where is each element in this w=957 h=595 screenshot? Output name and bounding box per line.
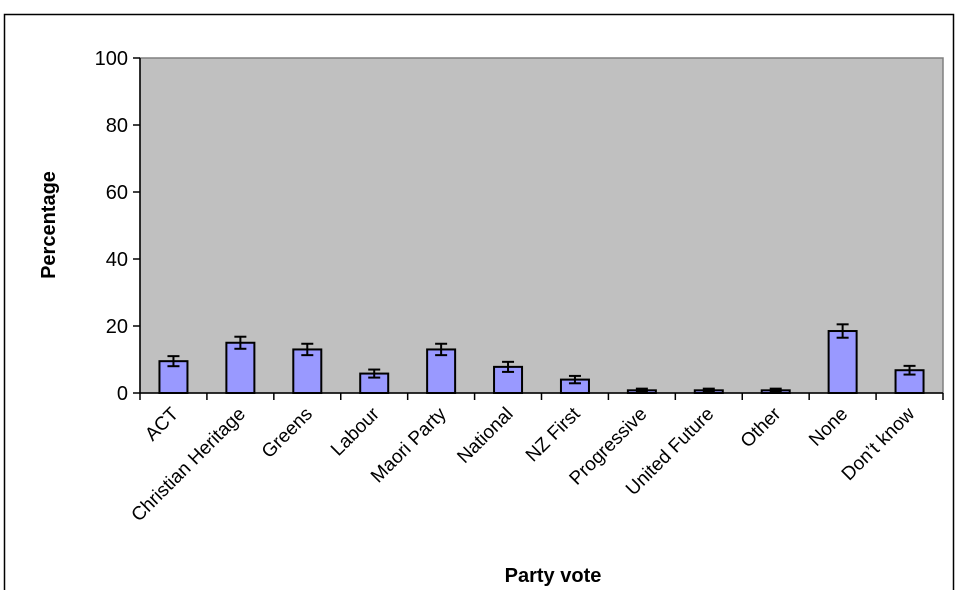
y-tick-label: 60 (106, 182, 128, 204)
x-tick-label-2: Greens (258, 404, 317, 463)
y-tick-label: 0 (117, 383, 128, 405)
error-bars-layer (167, 323, 916, 393)
y-tick-label: 20 (106, 316, 128, 338)
x-tick-label-5: National (453, 404, 517, 468)
y-tick-label: 100 (95, 48, 128, 70)
x-tick-label-9: Other (737, 403, 786, 452)
y-axis-title: Percentage (38, 171, 60, 279)
x-tick-label-10: None (805, 404, 852, 451)
y-ticks-layer: 0 20 40 60 80 100 (95, 48, 140, 405)
x-tick-label-3: Labour (327, 403, 384, 460)
x-tick-label-11: Don’t know (838, 403, 920, 485)
y-tick-label: 80 (106, 115, 128, 137)
x-tick-label-6: NZ First (522, 403, 585, 466)
bar-1 (225, 341, 256, 394)
plot-area (139, 57, 944, 394)
x-tick-label-0: ACT (141, 403, 183, 445)
bar-10 (827, 330, 858, 394)
x-tick-label-1: Christian Heritage (128, 404, 250, 526)
bar-5 (493, 365, 524, 394)
figure-border (3, 13, 955, 590)
x-axis-title: Party vote (505, 565, 602, 587)
y-tick-label: 40 (106, 249, 128, 271)
